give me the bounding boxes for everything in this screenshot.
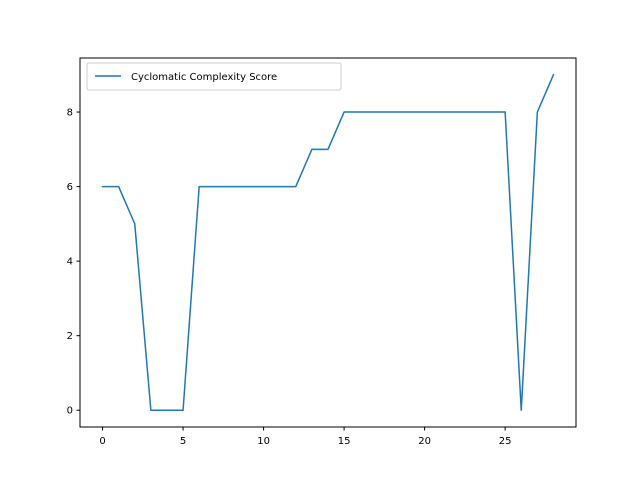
y-tick-label: 2 (67, 331, 73, 342)
series-line-0 (101, 73, 555, 411)
y-tick-label: 0 (67, 406, 73, 417)
y-tick-label: 8 (67, 108, 73, 119)
x-tick-label: 20 (418, 436, 431, 447)
axes-frame (79, 57, 577, 428)
legend-box (86, 62, 342, 91)
y-tick-label: 4 (67, 257, 73, 268)
legend-label: Cyclomatic Complexity Score (131, 72, 277, 83)
plot-area (101, 73, 555, 411)
x-tick-label: 0 (99, 436, 105, 447)
x-tick-label: 5 (180, 436, 186, 447)
x-tick-label: 15 (338, 436, 351, 447)
legend: Cyclomatic Complexity Score (86, 62, 342, 91)
axes: 0 5 10 15 20 25 0 2 4 6 8 (67, 57, 577, 447)
x-tick-label: 10 (257, 436, 270, 447)
y-tick-label: 6 (67, 182, 73, 193)
x-tick-label: 25 (499, 436, 512, 447)
